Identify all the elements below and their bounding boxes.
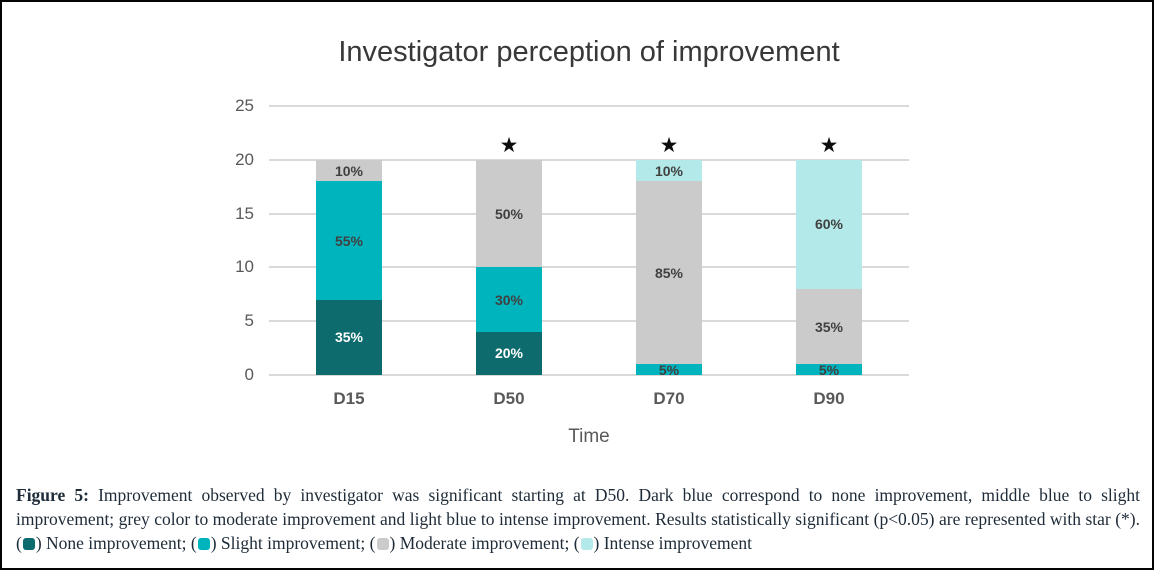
plot-area: 35% 55% 10% 20% 30% 50% ★ 5% 85% 10% ★ 5% 35% 60% ★ bbox=[269, 105, 909, 378]
chart-title: Investigator perception of improvement bbox=[338, 36, 840, 68]
legend-swatch-moderate-icon bbox=[376, 538, 389, 550]
legend-label: Moderate improvement bbox=[399, 533, 565, 553]
segment-label: 35% bbox=[334, 329, 364, 346]
bar-segment-intense bbox=[796, 159, 862, 289]
legend-swatch-intense-icon bbox=[580, 538, 593, 550]
x-axis-category-label: D90 bbox=[813, 389, 845, 408]
bar-segment-moderate bbox=[636, 181, 702, 365]
segment-label: 50% bbox=[494, 205, 524, 222]
legend-label: None improvement bbox=[46, 533, 182, 553]
gridline bbox=[269, 320, 909, 323]
caption-text: Improvement observed by investigator was… bbox=[16, 485, 1140, 529]
segment-label: 10% bbox=[654, 162, 684, 179]
bar-segment-none bbox=[316, 299, 382, 375]
significance-star-icon: ★ bbox=[659, 134, 679, 158]
figure-caption: Figure 5: Improvement observed by invest… bbox=[16, 483, 1140, 555]
legend-label: Intense improvement bbox=[603, 533, 752, 553]
segment-label: 55% bbox=[334, 232, 364, 249]
segment-label: 5% bbox=[818, 361, 840, 378]
segment-label: 20% bbox=[494, 345, 524, 362]
bar-segment-moderate bbox=[476, 159, 542, 268]
segment-label: 85% bbox=[654, 264, 684, 281]
legend-label: Slight improvement bbox=[220, 533, 361, 553]
bar-segment-slight bbox=[316, 181, 382, 300]
legend-swatch-none-icon bbox=[22, 538, 35, 550]
stacked-bar-chart: Investigator perception of improvement 3… bbox=[2, 2, 1152, 472]
bar-segment-slight bbox=[636, 364, 702, 375]
bar-segment-moderate bbox=[316, 159, 382, 182]
gridline bbox=[269, 374, 909, 376]
y-axis-tick-label: 10 bbox=[235, 257, 254, 277]
x-axis-category-label: D70 bbox=[653, 389, 685, 408]
y-axis-tick-label: 25 bbox=[235, 96, 254, 115]
significance-star-icon: ★ bbox=[819, 134, 839, 158]
segment-label: 30% bbox=[494, 291, 524, 308]
segment-label: 35% bbox=[814, 318, 844, 335]
bar-segment-moderate bbox=[796, 288, 862, 365]
y-axis-tick-label: 15 bbox=[235, 203, 254, 223]
y-axis-tick-label: 0 bbox=[244, 365, 254, 384]
segment-label: 10% bbox=[334, 162, 364, 179]
y-axis-tick-label: 5 bbox=[244, 311, 254, 331]
legend-swatch-slight-icon bbox=[197, 538, 210, 550]
caption-legend: () None improvement; () Slight improveme… bbox=[16, 533, 752, 553]
x-axis-title: Time bbox=[568, 426, 610, 447]
significance-star-icon: ★ bbox=[499, 134, 519, 158]
bar-segment-slight bbox=[476, 267, 542, 332]
gridline bbox=[269, 105, 909, 107]
x-axis-category-label: D15 bbox=[333, 389, 365, 408]
gridline bbox=[269, 158, 909, 161]
y-axis-tick-label: 20 bbox=[235, 149, 254, 169]
gridline bbox=[269, 266, 909, 269]
segment-label: 60% bbox=[814, 216, 844, 233]
segment-label: 5% bbox=[658, 361, 680, 378]
x-axis-category-label: D50 bbox=[493, 389, 525, 408]
gridline bbox=[269, 212, 909, 215]
bar-segment-intense bbox=[636, 159, 702, 182]
bar-segment-none bbox=[476, 331, 542, 375]
figure-label: Figure 5: bbox=[16, 485, 89, 505]
bar-segment-slight bbox=[796, 364, 862, 375]
